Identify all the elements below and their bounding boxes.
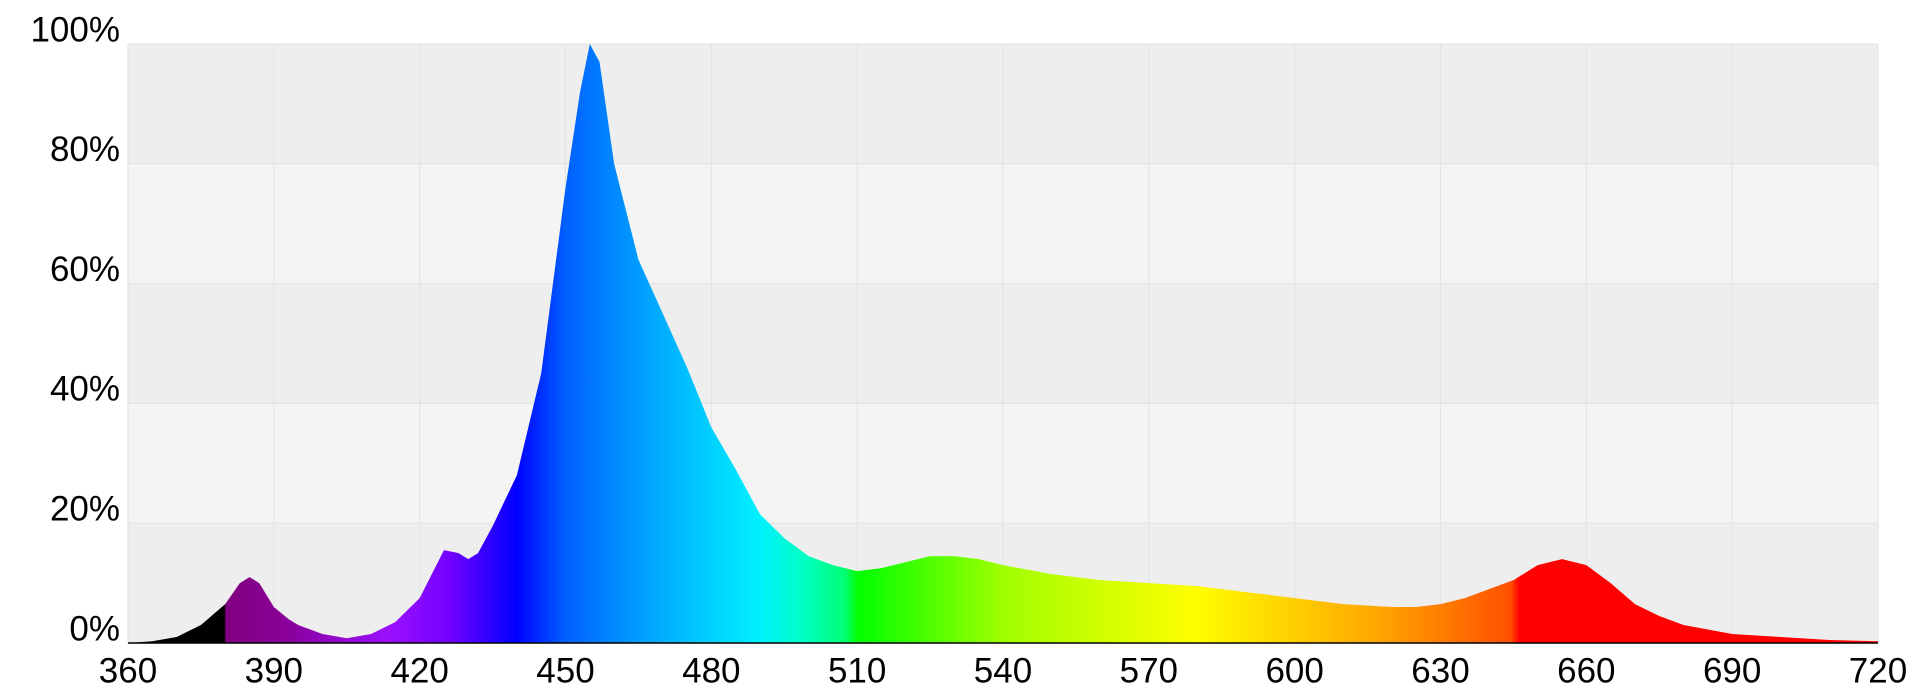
x-tick-label: 450 [536, 651, 594, 690]
y-tick-label: 80% [50, 130, 120, 169]
x-tick-label: 570 [1120, 651, 1178, 690]
x-tick-label: 660 [1557, 651, 1615, 690]
y-tick-label: 20% [50, 489, 120, 528]
y-tick-label: 60% [50, 250, 120, 289]
y-tick-label: 100% [30, 10, 120, 49]
x-tick-label: 540 [974, 651, 1032, 690]
x-tick-label: 630 [1411, 651, 1469, 690]
y-tick-label: 0% [69, 609, 120, 648]
x-tick-label: 510 [828, 651, 886, 690]
y-tick-label: 40% [50, 370, 120, 409]
x-tick-label: 390 [245, 651, 303, 690]
x-tick-label: 360 [99, 651, 157, 690]
x-tick-label: 600 [1265, 651, 1323, 690]
spectrum-area [128, 44, 1878, 643]
x-tick-label: 420 [390, 651, 448, 690]
x-tick-label: 480 [682, 651, 740, 690]
x-tick-label: 690 [1703, 651, 1761, 690]
x-tick-label: 720 [1849, 651, 1907, 690]
